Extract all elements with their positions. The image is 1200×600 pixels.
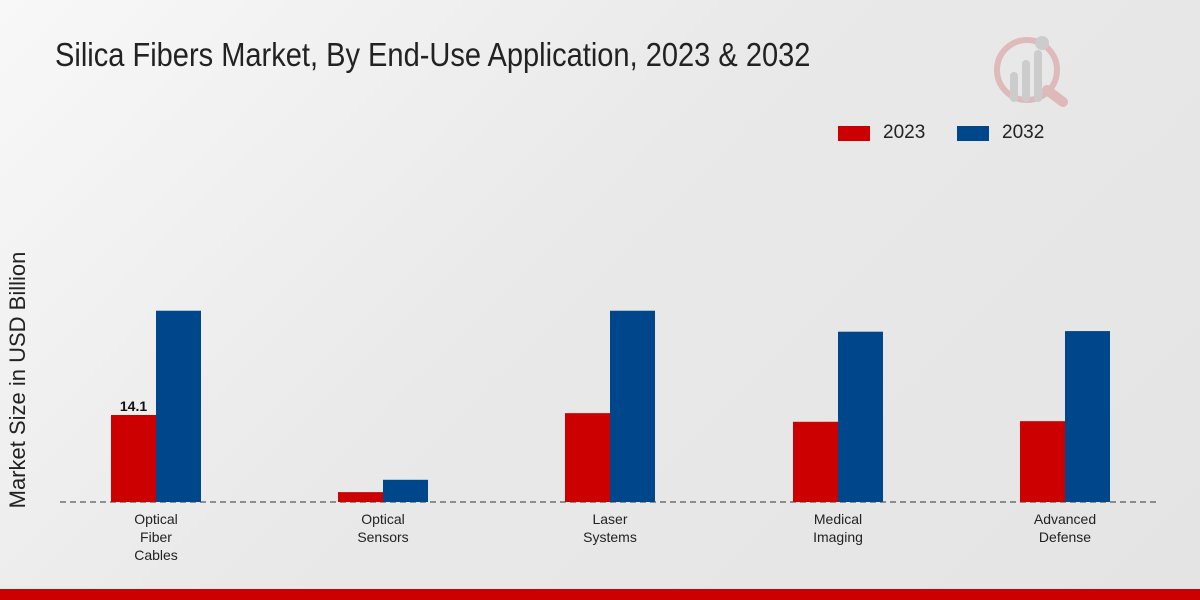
data-label: 14.1 [120,398,147,414]
x-tick-label-line: Advanced [1034,511,1096,527]
chart-title: Silica Fibers Market, By End-Use Applica… [55,36,811,73]
x-tick-label-line: Cables [134,547,178,563]
x-tick-label-line: Optical [361,511,405,527]
legend-label-2023: 2023 [883,122,926,143]
x-tick-label: Optical Fiber Cables [134,511,178,563]
bar-2032-4 [1065,331,1110,502]
bar-2032-2 [610,310,655,502]
x-tick-label-line: Fiber [140,529,172,545]
bar-2032-0 [156,310,201,502]
bar-2023-2 [565,413,610,502]
bar-2023-0 [111,415,156,502]
legend-item-2023: 2023 [838,122,925,144]
bar-2032-3 [838,331,883,502]
x-tick-label: Optical Sensors [357,511,408,545]
x-tick-label-line: Imaging [813,529,863,545]
x-tick-label-line: Sensors [357,529,408,545]
bar-2023-3 [793,421,838,502]
x-tick-label-line: Systems [583,529,637,545]
legend-swatch-2032 [957,125,989,141]
legend-swatch-2023 [838,125,870,141]
bar-2023-1 [338,492,383,502]
x-tick-label-line: Defense [1039,529,1091,545]
x-tick-label-line: Medical [814,511,862,527]
legend-label-2032: 2032 [1002,122,1045,143]
legend-item-2032: 2032 [957,122,1044,144]
x-tick-label: Advanced Defense [1034,511,1096,545]
bottom-accent-bar [0,589,1200,600]
x-tick-label: Laser Systems [583,511,637,545]
x-tick-label-line: Optical [134,511,178,527]
x-tick-label-line: Laser [592,511,627,527]
bar-2023-4 [1020,421,1065,502]
bar-2032-1 [383,479,428,502]
x-tick-label: Medical Imaging [813,511,863,545]
